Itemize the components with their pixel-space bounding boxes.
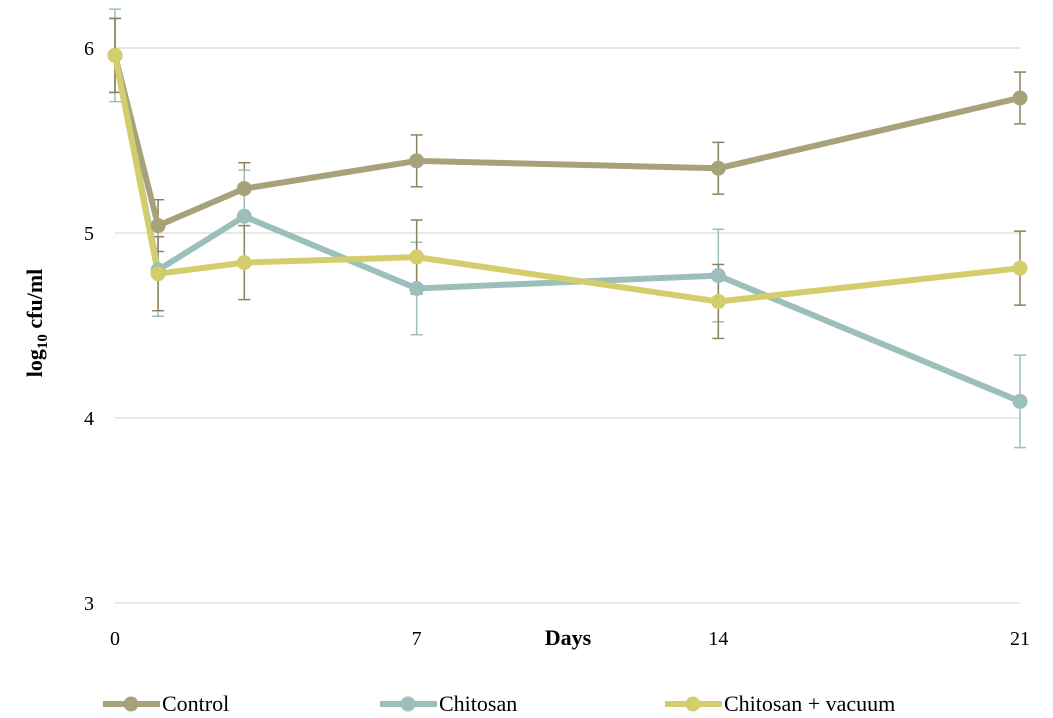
legend-label: Control — [162, 691, 229, 716]
axes: 3 4 5 6 0 7 14 21 — [84, 38, 1030, 650]
y-axis-title-rest: cfu/ml — [22, 269, 47, 334]
x-tick-label: 21 — [1010, 628, 1030, 650]
data-point — [409, 249, 425, 265]
data-point — [409, 153, 425, 169]
series-markers — [107, 47, 1028, 409]
legend-item: Control — [103, 691, 229, 716]
data-point — [236, 255, 252, 271]
legend-swatch-marker — [400, 696, 416, 712]
legend: Control Chitosan Chitosan + vacuum — [103, 691, 895, 716]
series-line-0 — [112, 52, 1023, 229]
error-bars — [109, 8, 1026, 449]
data-point — [710, 160, 726, 176]
data-point — [107, 47, 123, 63]
legend-swatch-marker — [685, 696, 701, 712]
legend-item: Chitosan + vacuum — [665, 691, 895, 716]
x-tick-label: 0 — [110, 628, 120, 650]
legend-label: Chitosan + vacuum — [724, 691, 895, 716]
legend-swatch-marker — [123, 696, 139, 712]
series-lines — [112, 52, 1023, 405]
x-tick-label: 7 — [412, 628, 422, 650]
data-point — [1012, 260, 1028, 276]
data-point — [236, 181, 252, 197]
data-point — [409, 281, 425, 296]
gridlines — [115, 47, 1020, 604]
data-point — [150, 266, 166, 282]
y-tick-label: 6 — [84, 38, 94, 60]
y-tick-label: 4 — [84, 408, 94, 430]
series-line-2 — [112, 52, 1023, 305]
legend-item: Chitosan — [380, 691, 517, 716]
y-axis-title-subscript: 10 — [35, 334, 51, 349]
data-point — [710, 293, 726, 309]
data-point — [150, 218, 166, 234]
data-point — [1012, 90, 1028, 106]
y-axis-title: log10 cfu/ml — [22, 269, 51, 378]
data-point — [236, 208, 252, 224]
y-tick-label: 5 — [84, 223, 94, 245]
legend-label: Chitosan — [439, 691, 517, 716]
y-axis-title-main: log — [22, 349, 47, 377]
x-axis-title: Days — [545, 625, 592, 650]
y-tick-label: 3 — [84, 593, 94, 615]
data-point — [1012, 393, 1028, 409]
x-tick-label: 14 — [708, 628, 728, 650]
data-point — [710, 268, 726, 284]
series-line-1 — [112, 52, 1023, 405]
